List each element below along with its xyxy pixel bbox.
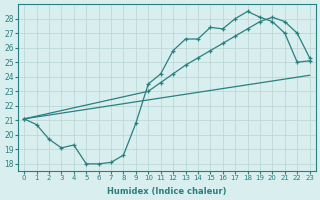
X-axis label: Humidex (Indice chaleur): Humidex (Indice chaleur) bbox=[107, 187, 227, 196]
